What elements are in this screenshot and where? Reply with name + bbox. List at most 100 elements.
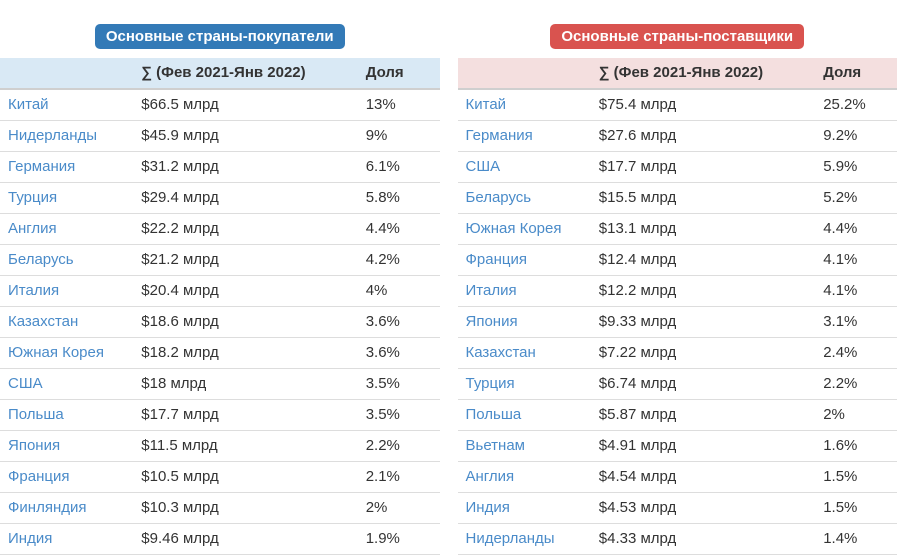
country-link[interactable]: Индия [8,530,53,547]
table-row: Беларусь $15.5 млрд 5.2% [457,182,897,214]
country-link[interactable]: Польша [8,406,64,423]
country-link[interactable]: Казахстан [8,313,79,330]
country-link[interactable]: США [8,375,43,392]
table-row: Беларусь $21.2 млрд 4.2% [0,244,440,276]
table-row: Япония $9.33 млрд 3.1% [457,306,897,338]
country-cell: Англия [457,461,591,493]
share-column-header: Доля [815,58,897,90]
buyers-badge-wrap: Основные страны-покупатели [0,24,440,49]
country-link[interactable]: Япония [8,437,61,454]
country-link[interactable]: Германия [465,127,533,144]
country-cell: Польша [457,399,591,431]
country-link[interactable]: Беларусь [465,189,532,206]
table-row: Казахстан $18.6 млрд 3.6% [0,306,440,338]
country-link[interactable]: Турция [8,189,58,206]
country-link[interactable]: Китай [8,96,49,113]
country-cell: Италия [457,275,591,307]
country-cell: Франция [457,244,591,276]
country-link[interactable]: Италия [465,282,517,299]
country-link[interactable]: Англия [8,220,57,237]
share-value: 3.6% [357,306,440,338]
share-value: 3.6% [357,337,440,369]
share-value: 4.4% [815,213,897,245]
country-cell: Германия [0,151,134,183]
country-link[interactable]: Китай [465,96,507,113]
buyers-table-body: Китай $66.5 млрд 13% Нидерланды $45.9 млрд 9%… [0,89,440,555]
sum-value: $20.4 млрд [133,275,358,307]
country-cell: Англия [0,213,134,245]
share-value: 3.1% [815,306,897,338]
share-value: 4.1% [815,244,897,276]
header-row: ∑ (Фев 2021-Янв 2022) Доля [457,58,897,90]
share-value: 13% [357,89,440,121]
sum-period-column-header: ∑ (Фев 2021-Янв 2022) [590,58,816,90]
country-link[interactable]: Беларусь [8,251,74,268]
share-value: 1.4% [815,523,897,555]
table-row: Финляндия $10.3 млрд 2% [0,492,440,524]
country-link[interactable]: Вьетнам [465,437,525,454]
buyers-table-head: ∑ (Фев 2021-Янв 2022) Доля [0,58,440,90]
country-link[interactable]: Англия [465,468,515,485]
suppliers-section: Основные страны-поставщики ∑ (Фев 2021-Я… [457,24,898,556]
country-cell: Казахстан [0,306,134,338]
buyers-badge: Основные страны-покупатели [94,24,345,49]
country-link[interactable]: США [465,158,501,175]
country-link[interactable]: Япония [465,313,518,330]
country-link[interactable]: Германия [8,158,76,175]
country-link[interactable]: Южная Корея [465,220,562,237]
table-row: Вьетнам $4.91 млрд 1.6% [457,430,897,462]
share-value: 2.1% [357,461,440,493]
country-column-header [457,58,591,90]
share-value: 5.9% [815,151,897,183]
country-link[interactable]: Польша [465,406,522,423]
country-cell: Китай [0,89,134,121]
sum-value: $9.33 млрд [590,306,816,338]
sum-value: $15.5 млрд [590,182,816,214]
sum-value: $22.2 млрд [133,213,358,245]
country-cell: Япония [457,306,591,338]
country-column-header [0,58,134,90]
buyers-table: ∑ (Фев 2021-Янв 2022) Доля Китай $66.5 мл… [0,58,440,555]
sum-period-column-header: ∑ (Фев 2021-Янв 2022) [133,58,358,90]
country-link[interactable]: Турция [465,375,515,392]
suppliers-badge-wrap: Основные страны-поставщики [458,24,898,49]
table-row: Польша $17.7 млрд 3.5% [0,399,440,431]
table-row: Южная Корея $18.2 млрд 3.6% [0,337,440,369]
share-value: 6.1% [357,151,440,183]
share-value: 5.2% [815,182,897,214]
country-cell: Вьетнам [457,430,591,462]
table-row: Германия $27.6 млрд 9.2% [457,120,897,152]
country-link[interactable]: Италия [8,282,60,299]
sum-value: $75.4 млрд [590,89,816,121]
share-value: 4.4% [357,213,440,245]
country-cell: Казахстан [457,337,591,369]
country-link[interactable]: Индия [465,499,510,516]
sum-value: $10.3 млрд [133,492,358,524]
table-row: Польша $5.87 млрд 2% [457,399,897,431]
share-value: 2.2% [357,430,440,462]
country-cell: Беларусь [0,244,134,276]
share-column-header: Доля [357,58,440,90]
country-cell: Турция [0,182,134,214]
country-link[interactable]: Южная Корея [8,344,104,361]
table-row: Индия $9.46 млрд 1.9% [0,523,440,555]
table-row: Турция $6.74 млрд 2.2% [457,368,897,400]
country-link[interactable]: Франция [8,468,70,485]
country-link[interactable]: Нидерланды [8,127,98,144]
sum-value: $45.9 млрд [133,120,358,152]
sum-value: $6.74 млрд [590,368,816,400]
header-row: ∑ (Фев 2021-Янв 2022) Доля [0,58,440,90]
country-link[interactable]: Франция [465,251,527,268]
sum-value: $18.6 млрд [133,306,358,338]
table-row: Казахстан $7.22 млрд 2.4% [457,337,897,369]
sum-value: $11.5 млрд [133,430,358,462]
buyers-section: Основные страны-покупатели ∑ (Фев 2021-Я… [0,24,440,556]
country-cell: Франция [0,461,134,493]
share-value: 2% [815,399,897,431]
country-link[interactable]: Нидерланды [465,530,555,547]
share-value: 3.5% [357,399,440,431]
share-value: 2.2% [815,368,897,400]
country-link[interactable]: Финляндия [8,499,87,516]
country-link[interactable]: Казахстан [465,344,536,361]
share-value: 2.4% [815,337,897,369]
